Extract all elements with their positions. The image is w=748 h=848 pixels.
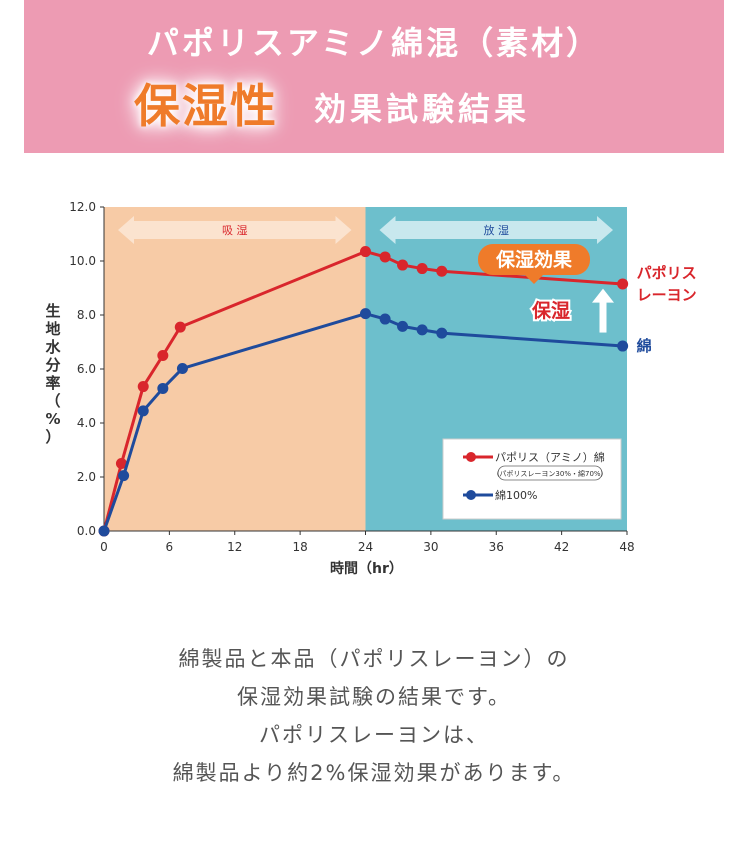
x-tick-label: 36: [489, 540, 504, 554]
y-axis-label-char: （: [45, 392, 61, 410]
legend-label: 綿100%: [495, 488, 537, 502]
data-point: [360, 308, 371, 320]
x-tick-label: 0: [100, 540, 108, 554]
y-tick-label: 12.0: [69, 200, 96, 214]
series-end-label: パポリス: [637, 264, 697, 282]
x-tick-label: 12: [227, 540, 242, 554]
y-axis-label-char: ）: [45, 428, 61, 446]
x-tick-label: 18: [292, 540, 307, 554]
effect-bubble: [478, 244, 590, 275]
data-point: [416, 324, 428, 336]
y-tick-label: 0.0: [77, 524, 96, 538]
data-point: [157, 350, 169, 361]
data-point: [157, 382, 169, 394]
data-point: [176, 362, 188, 374]
moisture-arrow-head: [592, 288, 614, 303]
y-tick-label: 2.0: [77, 470, 96, 484]
legend-sub-pill: [497, 465, 603, 481]
data-point: [397, 259, 409, 271]
description-line: 綿製品より約2%保湿効果があります。: [172, 761, 576, 785]
data-point: [379, 313, 391, 325]
y-axis-label-char: %: [45, 410, 61, 428]
region-label: 放 湿: [484, 223, 510, 237]
data-point: [436, 265, 448, 277]
moisture-chart: 吸 湿 放 湿 0.0 2.0 4.0 6.0 8.0 10.0 12.0 0 6 12 18 24 30 3…: [69, 200, 697, 554]
region-label: 吸 湿: [222, 224, 248, 237]
y-axis-label-char: 率: [45, 374, 61, 392]
region-arrow: [379, 216, 613, 244]
series-end-label: 綿: [637, 337, 652, 355]
region-arrow: [118, 216, 352, 244]
y-axis-label-char: 生: [45, 302, 61, 320]
series-end-label: レーヨン: [637, 286, 697, 304]
description-line: パポリスレーヨンは、: [259, 723, 489, 747]
legend-swatch-dot: [466, 490, 476, 500]
data-point: [98, 525, 110, 537]
data-point: [174, 321, 186, 333]
y-axis-label-char: 水: [45, 338, 61, 356]
legend-label: パポリス（アミノ）綿: [495, 450, 605, 464]
y-tick-label: 6.0: [77, 362, 96, 376]
effect-bubble-tail: [524, 274, 544, 284]
moisture-label: 保湿: [531, 299, 570, 322]
data-point: [115, 458, 127, 469]
header-subtitle: 効果試験結果: [314, 90, 531, 128]
x-tick-label: 42: [554, 540, 569, 554]
data-point: [137, 381, 149, 393]
header-title: パポリスアミノ綿混（素材）: [146, 24, 602, 62]
legend-sub-label: (パポリスレーヨン30%・綿70%): [497, 469, 604, 478]
effect-bubble-text: 保湿効果: [495, 248, 572, 271]
y-axis-label-char: 地: [45, 320, 61, 338]
legend-swatch-dot: [466, 452, 476, 462]
y-axis-label: 生地水分率（%）: [42, 302, 64, 446]
description: 綿製品と本品（パポリスレーヨン）の 保湿効果試験の結果です。 パポリスレーヨンは…: [0, 640, 748, 792]
data-point: [617, 278, 629, 290]
data-point: [436, 327, 448, 339]
header-banner: パポリスアミノ綿混（素材） 保湿性 効果試験結果: [24, 0, 724, 153]
x-tick-label: 48: [619, 540, 634, 554]
description-line: 保湿効果試験の結果です。: [237, 685, 511, 709]
x-tick-label: 30: [423, 540, 438, 554]
y-axis-label-char: 分: [45, 356, 61, 374]
x-tick-label: 24: [358, 540, 373, 554]
data-point: [360, 246, 371, 258]
data-point: [416, 263, 428, 275]
x-axis-label: 時間（hr）: [330, 561, 403, 577]
y-tick-label: 4.0: [77, 416, 96, 430]
data-point: [379, 251, 391, 263]
description-line: 綿製品と本品（パポリスレーヨン）の: [178, 647, 570, 671]
header-highlight: 保湿性: [134, 79, 278, 133]
data-point: [397, 320, 409, 332]
data-point: [617, 340, 629, 352]
y-tick-label: 10.0: [69, 254, 96, 268]
region-absorb: [104, 207, 366, 531]
x-tick-label: 6: [166, 540, 174, 554]
data-point: [137, 405, 149, 417]
moisture-arrow-shaft: [599, 300, 607, 333]
y-tick-label: 8.0: [77, 308, 96, 322]
data-point: [118, 470, 130, 482]
